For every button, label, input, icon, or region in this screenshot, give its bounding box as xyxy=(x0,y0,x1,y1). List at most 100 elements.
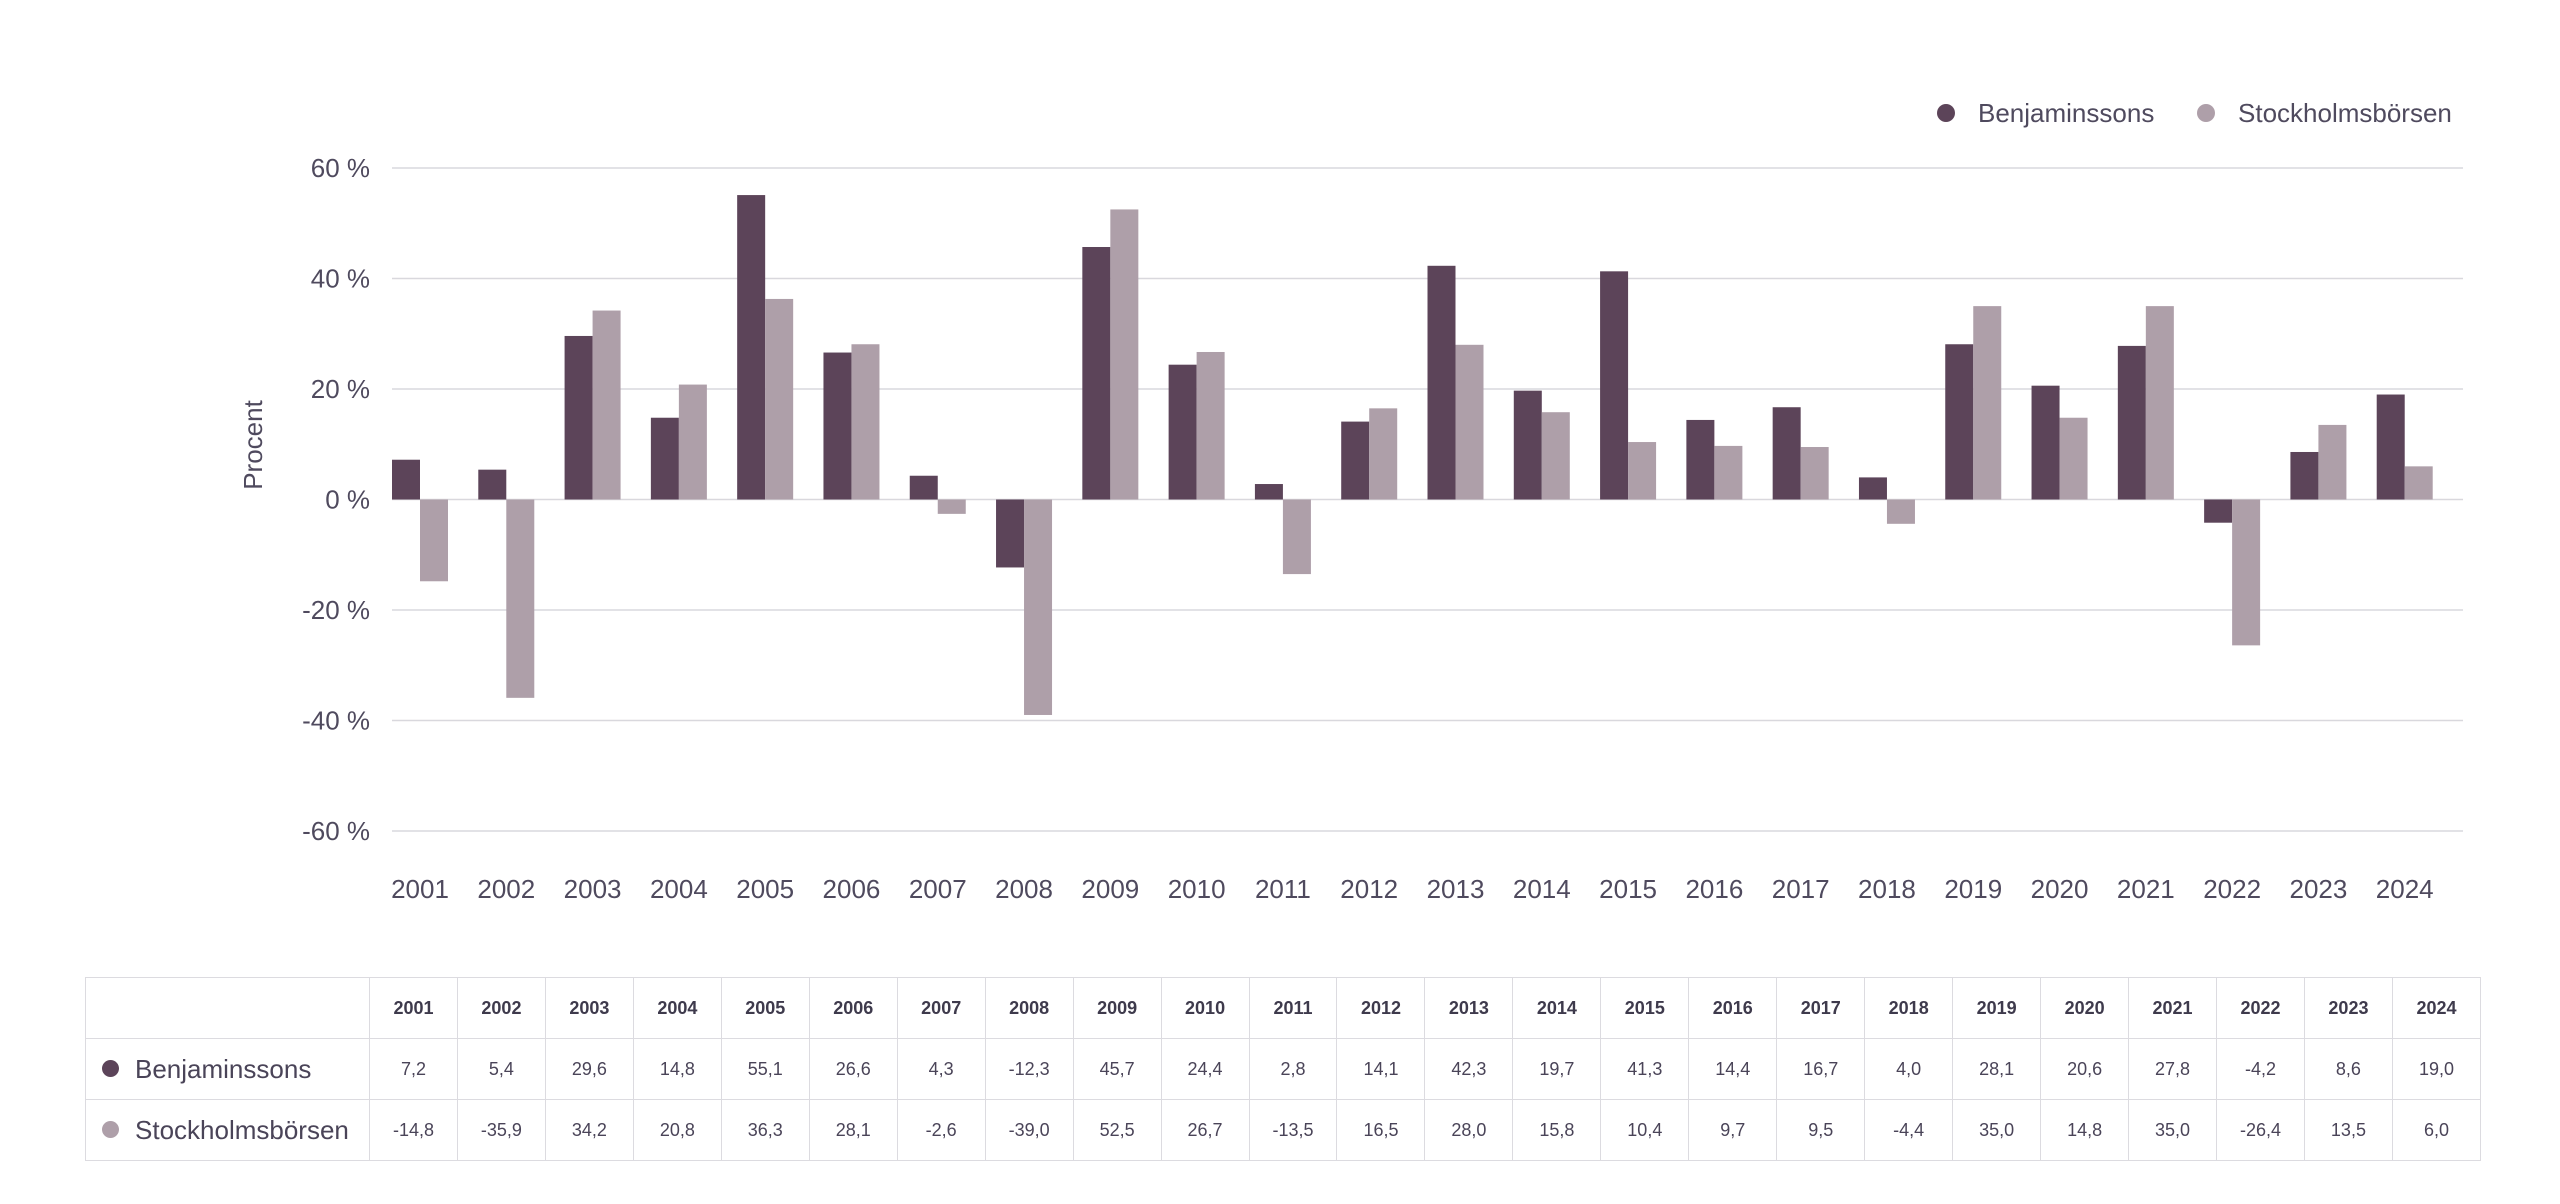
bar-stockholmsbörsen-2019[interactable] xyxy=(1973,306,2002,500)
bar-benjaminssons-2022[interactable] xyxy=(2204,499,2233,523)
bar-stockholmsbörsen-2016[interactable] xyxy=(1714,445,1743,500)
bar-stockholmsbörsen-2024[interactable] xyxy=(2404,466,2433,500)
bar-benjaminssons-2018[interactable] xyxy=(1858,477,1887,500)
table-header-year: 2007 xyxy=(896,977,986,1039)
x-tick-label: 2021 xyxy=(2117,874,2175,904)
bar-benjaminssons-2008[interactable] xyxy=(996,499,1025,568)
table-header-year: 2020 xyxy=(2040,977,2130,1039)
table-header-year: 2021 xyxy=(2128,977,2218,1039)
table-header-year: 2003 xyxy=(544,977,634,1039)
table-cell: 36,3 xyxy=(720,1099,810,1161)
table-cell: 28,1 xyxy=(1952,1038,2042,1100)
table-cell: 8,6 xyxy=(2303,1038,2393,1100)
bar-benjaminssons-2015[interactable] xyxy=(1600,271,1629,500)
table-cell: 41,3 xyxy=(1600,1038,1690,1100)
table-cell: -13,5 xyxy=(1248,1099,1338,1161)
table-header-year: 2011 xyxy=(1248,977,1338,1039)
y-tick-label: 60 % xyxy=(311,153,370,183)
y-tick-label: 0 % xyxy=(325,485,370,515)
bar-benjaminssons-2023[interactable] xyxy=(2290,451,2319,500)
x-tick-label: 2015 xyxy=(1599,874,1657,904)
y-tick-label: -40 % xyxy=(302,706,370,736)
bar-benjaminssons-2001[interactable] xyxy=(392,459,420,500)
bar-stockholmsbörsen-2004[interactable] xyxy=(678,384,707,500)
table-header-year: 2005 xyxy=(720,977,810,1039)
bar-stockholmsbörsen-2018[interactable] xyxy=(1886,499,1915,524)
table-cell: 4,0 xyxy=(1864,1038,1954,1100)
bar-stockholmsbörsen-2008[interactable] xyxy=(1024,499,1053,715)
bar-benjaminssons-2013[interactable] xyxy=(1427,265,1456,500)
bar-benjaminssons-2011[interactable] xyxy=(1254,484,1283,500)
bar-benjaminssons-2009[interactable] xyxy=(1082,247,1111,500)
bar-benjaminssons-2014[interactable] xyxy=(1513,390,1542,500)
table-cell: 9,7 xyxy=(1688,1099,1778,1161)
bar-stockholmsbörsen-2005[interactable] xyxy=(765,298,794,500)
table-cell: 2,8 xyxy=(1248,1038,1338,1100)
bar-stockholmsbörsen-2007[interactable] xyxy=(937,499,966,514)
bar-stockholmsbörsen-2002[interactable] xyxy=(506,499,535,698)
x-tick-label: 2010 xyxy=(1168,874,1226,904)
legend-item-benjaminssons[interactable]: Benjaminssons xyxy=(1937,98,2154,128)
table-cell: -39,0 xyxy=(984,1099,1074,1161)
table-header-year: 2014 xyxy=(1512,977,1602,1039)
table-cell: 19,7 xyxy=(1512,1038,1602,1100)
table-cell: 42,3 xyxy=(1424,1038,1514,1100)
y-tick-label: 20 % xyxy=(311,374,370,404)
bar-stockholmsbörsen-2022[interactable] xyxy=(2232,499,2261,646)
bar-stockholmsbörsen-2020[interactable] xyxy=(2059,417,2088,500)
bar-benjaminssons-2003[interactable] xyxy=(564,335,593,500)
bar-stockholmsbörsen-2012[interactable] xyxy=(1369,408,1398,500)
bar-stockholmsbörsen-2017[interactable] xyxy=(1800,447,1829,500)
table-row: Stockholmsbörsen -14,8 -35,9 34,2 20,8 36,3 28… xyxy=(85,1099,2482,1161)
table-row: Benjaminssons 7,2 5,4 29,6 14,8 55,1 26,6 4,3 -1… xyxy=(85,1038,2482,1100)
table-header-year: 2004 xyxy=(632,977,722,1039)
table-header-year: 2006 xyxy=(808,977,898,1039)
x-tick-label: 2007 xyxy=(909,874,967,904)
table-cell: 26,6 xyxy=(808,1038,898,1100)
bar-stockholmsbörsen-2010[interactable] xyxy=(1196,351,1225,500)
bar-stockholmsbörsen-2021[interactable] xyxy=(2145,306,2174,500)
table-cell: 20,8 xyxy=(632,1099,722,1161)
bar-stockholmsbörsen-2001[interactable] xyxy=(420,499,448,582)
table-header-year: 2009 xyxy=(1072,977,1162,1039)
bar-chart: 60 % 40 % 20 % 0 % -20 % -40 % -60 % Procent 2… xyxy=(238,98,2463,904)
bar-benjaminssons-2007[interactable] xyxy=(909,475,938,500)
bar-benjaminssons-2002[interactable] xyxy=(478,469,507,500)
table-cell: 16,7 xyxy=(1776,1038,1866,1100)
table-cell: 13,5 xyxy=(2303,1099,2393,1161)
bar-benjaminssons-2006[interactable] xyxy=(823,352,852,500)
table-cell: 35,0 xyxy=(2128,1099,2218,1161)
x-tick-label: 2018 xyxy=(1858,874,1916,904)
table-cell: 9,5 xyxy=(1776,1099,1866,1161)
bar-stockholmsbörsen-2013[interactable] xyxy=(1455,344,1484,500)
bar-stockholmsbörsen-2011[interactable] xyxy=(1282,499,1311,575)
legend-item-stockholmsbörsen[interactable]: Stockholmsbörsen xyxy=(2197,98,2452,128)
legend-marker xyxy=(2197,104,2215,122)
bar-benjaminssons-2010[interactable] xyxy=(1168,364,1197,500)
x-tick-label: 2001 xyxy=(391,874,449,904)
bar-stockholmsbörsen-2009[interactable] xyxy=(1110,209,1139,500)
bar-benjaminssons-2021[interactable] xyxy=(2117,345,2146,500)
bar-benjaminssons-2004[interactable] xyxy=(650,417,679,500)
y-tick-label: -60 % xyxy=(302,816,370,846)
bar-benjaminssons-2024[interactable] xyxy=(2376,394,2405,500)
bar-benjaminssons-2019[interactable] xyxy=(1945,344,1974,500)
y-axis-ticks: 60 % 40 % 20 % 0 % -20 % -40 % -60 % xyxy=(302,153,370,846)
bar-benjaminssons-2017[interactable] xyxy=(1772,407,1801,500)
series-name: Benjaminssons xyxy=(135,1053,312,1084)
x-tick-label: 2012 xyxy=(1340,874,1398,904)
table-header-year: 2001 xyxy=(369,977,458,1039)
table-cell: 26,7 xyxy=(1160,1099,1250,1161)
bar-benjaminssons-2020[interactable] xyxy=(2031,385,2060,500)
table-cell: 6,0 xyxy=(2391,1099,2482,1161)
bar-stockholmsbörsen-2003[interactable] xyxy=(592,310,621,500)
table-cell: 5,4 xyxy=(456,1038,546,1100)
bar-benjaminssons-2016[interactable] xyxy=(1686,419,1715,500)
bar-benjaminssons-2005[interactable] xyxy=(737,195,766,500)
bar-stockholmsbörsen-2006[interactable] xyxy=(851,344,880,500)
bar-stockholmsbörsen-2015[interactable] xyxy=(1628,442,1657,500)
legend[interactable]: Benjaminssons Stockholmsbörsen xyxy=(1937,98,2452,128)
bar-stockholmsbörsen-2014[interactable] xyxy=(1541,412,1570,500)
bar-benjaminssons-2012[interactable] xyxy=(1341,421,1370,500)
bar-stockholmsbörsen-2023[interactable] xyxy=(2318,424,2347,500)
